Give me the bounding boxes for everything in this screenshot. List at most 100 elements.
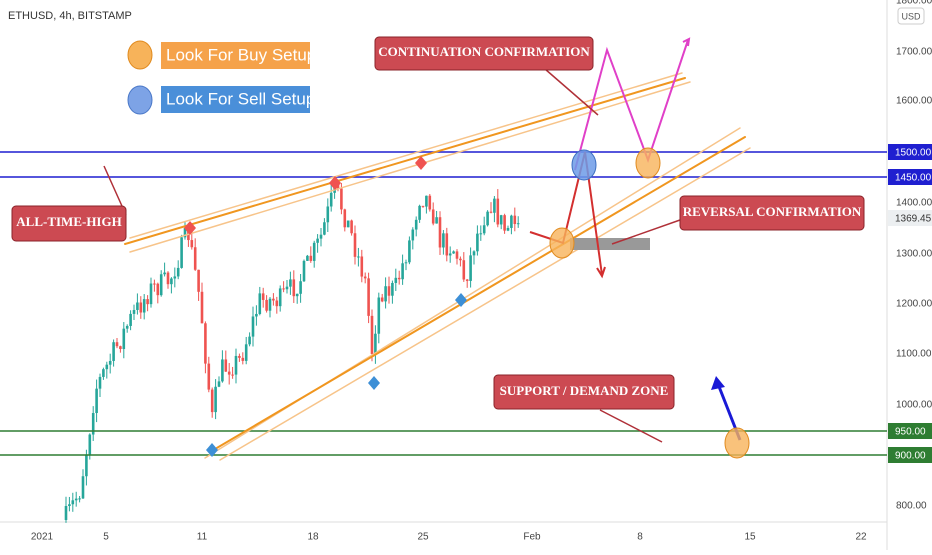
candle-body [217, 381, 221, 387]
candle-body [363, 276, 367, 279]
candle-body [139, 302, 143, 313]
legend-label: Look For Sell Setups [166, 89, 324, 108]
candle-body [377, 297, 381, 334]
price-tag-label: 1500.00 [895, 148, 932, 159]
candle-body [486, 211, 489, 226]
candle-body [353, 233, 357, 257]
candle-body [391, 282, 394, 296]
legend-box [161, 42, 310, 69]
arrow-head [682, 37, 691, 47]
candle-body [289, 279, 292, 287]
price-tag-label: 1369.45 [895, 214, 932, 225]
candle-body [176, 267, 180, 277]
price-tag [888, 210, 932, 226]
candle-body [204, 323, 207, 364]
price-axis-label: 1400.00 [896, 198, 932, 209]
price-axis-label: 800.00 [896, 501, 927, 512]
candle-body [285, 286, 289, 290]
candle-body [299, 281, 302, 294]
candle-body [146, 299, 149, 305]
annotation-label: ALL-TIME-HIGH [16, 214, 121, 229]
candle-body [445, 233, 449, 256]
candle-body [278, 288, 282, 307]
currency-label: USD [901, 11, 921, 21]
sell-setup [571, 149, 597, 181]
candle-body [153, 283, 156, 285]
price-axis-label: 1700.00 [896, 47, 932, 58]
legend-swatch [127, 85, 153, 115]
candle-body [360, 256, 364, 277]
date-axis-label: 25 [417, 532, 429, 543]
candle-body [125, 325, 129, 329]
candle-body [435, 217, 438, 224]
candle-body [384, 286, 387, 302]
candle-body [476, 233, 479, 252]
candle-body [306, 255, 309, 261]
candle-body [102, 369, 105, 377]
candle-body [516, 223, 520, 225]
candle-body [350, 220, 353, 234]
candle-body [64, 506, 68, 520]
date-axis-label: 2021 [31, 532, 54, 543]
candle-body [302, 260, 306, 282]
candle-body [108, 360, 112, 365]
price-axis-label: 1000.00 [896, 400, 932, 411]
candle-body [115, 342, 119, 347]
candle-body [329, 192, 333, 207]
candle-body [472, 251, 476, 256]
candle-body [418, 205, 421, 220]
candle-body [136, 302, 139, 310]
candle-body [190, 240, 194, 248]
candle-body [428, 195, 432, 210]
candle-body [122, 328, 126, 350]
candle-body [156, 283, 160, 296]
candle-body [180, 237, 183, 268]
date-axis-label: 18 [307, 532, 319, 543]
candle-body [394, 277, 398, 283]
price-tag-label: 900.00 [895, 451, 926, 462]
candle-body [258, 293, 262, 314]
candle-body [112, 342, 115, 361]
candle-body [95, 388, 98, 414]
candle-body [265, 299, 268, 311]
candle-body [414, 219, 418, 230]
candle-body [452, 251, 455, 254]
buy-setup [549, 227, 575, 259]
price-axis-label: 1100.00 [896, 349, 932, 360]
candle-body [91, 413, 95, 435]
price-axis-label: 1300.00 [896, 249, 932, 260]
annotation-label: CONTINUATION CONFIRMATION [378, 44, 590, 59]
candle-body [166, 272, 170, 285]
candle-body [292, 279, 296, 297]
candle-body [142, 299, 146, 313]
candle-body [261, 293, 265, 300]
buy-setup [724, 427, 750, 459]
projection-path [529, 151, 603, 276]
candle-body [248, 336, 251, 345]
candle-body [74, 498, 78, 501]
pivot-markers [184, 156, 467, 457]
candle-body [316, 238, 319, 243]
arrow-head [711, 376, 725, 390]
candle-body [357, 256, 360, 258]
candle-body [268, 298, 272, 311]
candle-body [499, 215, 503, 225]
candle-body [493, 198, 496, 213]
date-axis-label: 11 [197, 532, 208, 543]
candle-body [421, 205, 425, 207]
projection-path [574, 39, 689, 171]
candle-body [193, 247, 197, 270]
candle-body [438, 217, 442, 248]
candle-body [448, 253, 452, 256]
candle-body [275, 300, 279, 307]
candle-body [71, 500, 75, 505]
arrow-head [596, 266, 606, 279]
candle-body [346, 220, 350, 228]
date-axis-label: 15 [744, 532, 756, 543]
candle-body [105, 364, 109, 370]
candle-body [343, 209, 347, 228]
candle-body [312, 242, 316, 261]
price-tag-label: 950.00 [895, 427, 926, 438]
symbol-title: ETHUSD, 4h, BITSTAMP [8, 10, 132, 22]
